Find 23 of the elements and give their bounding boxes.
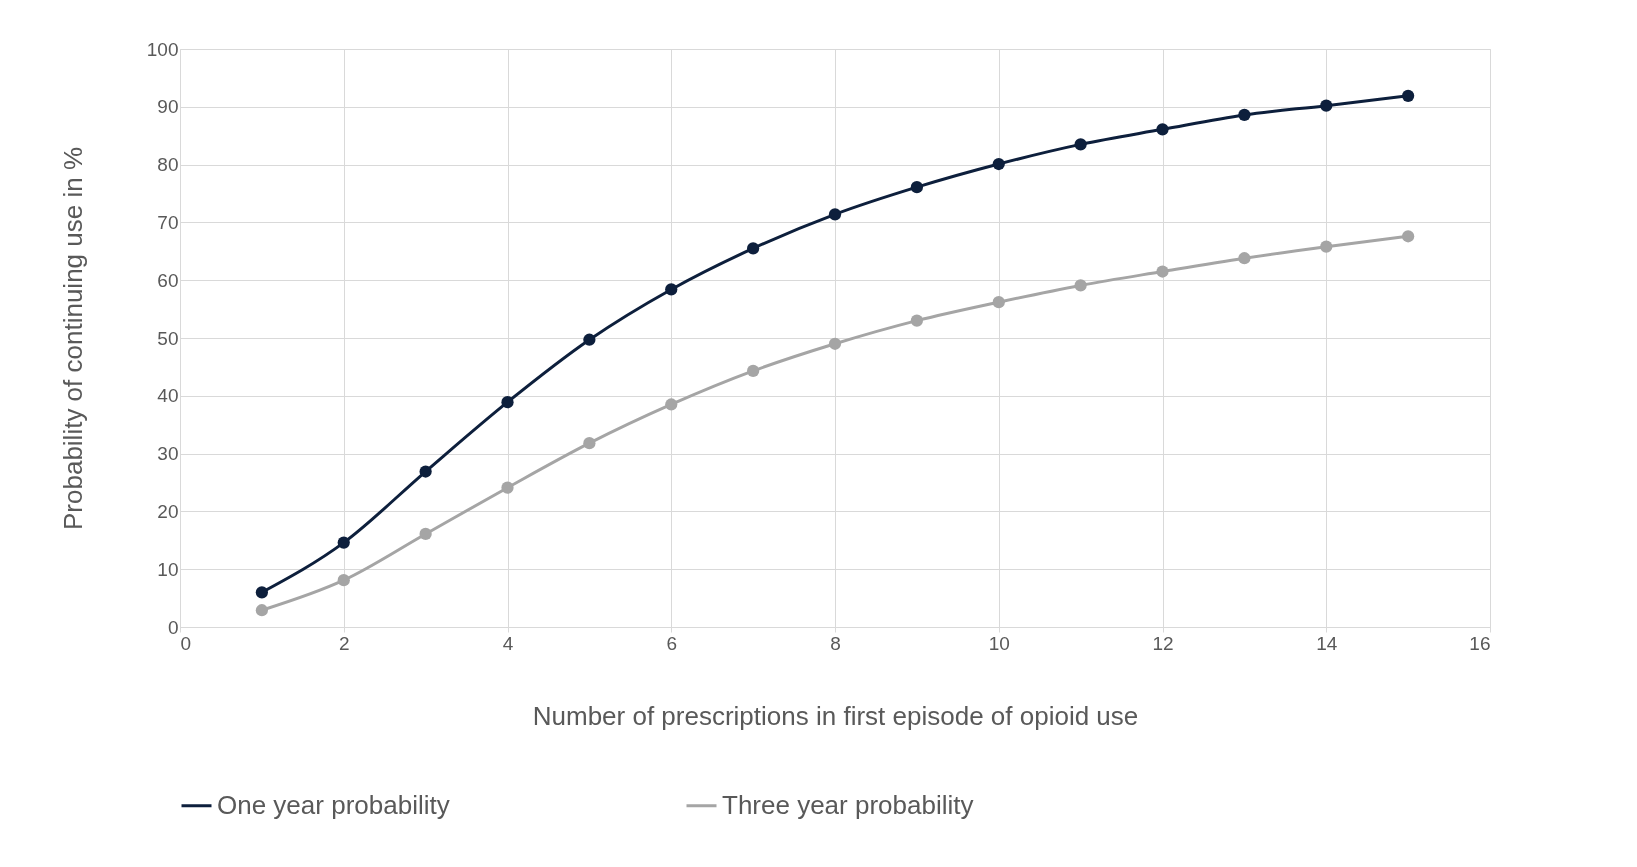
y-tick-label: 30 — [157, 443, 179, 465]
y-tick-label: 50 — [157, 327, 179, 349]
y-tick-label: 60 — [157, 269, 179, 291]
y-tick-label: 70 — [157, 211, 179, 233]
y-axis-title: Probability of continuing use in % — [57, 146, 88, 531]
x-tick-label: 10 — [988, 632, 1010, 654]
y-tick-label: 20 — [157, 500, 179, 522]
legend-label: Three year probability — [722, 789, 974, 820]
y-tick-label: 10 — [157, 558, 179, 580]
legend-label: One year probability — [217, 789, 450, 820]
y-tick-label: 40 — [157, 385, 179, 407]
y-tick-label: 100 — [146, 38, 179, 60]
x-tick-label: 4 — [502, 632, 514, 654]
x-tick-label: 12 — [1152, 632, 1174, 654]
x-axis-title: Number of prescriptions in first episode of opioid use — [532, 700, 1139, 731]
x-tick-label: 2 — [338, 632, 350, 654]
x-tick-label: 16 — [1469, 632, 1491, 654]
y-tick-label: 0 — [167, 616, 179, 638]
y-tick-label: 80 — [157, 154, 179, 176]
y-tick-label: 90 — [157, 96, 179, 118]
x-tick-label: 14 — [1316, 632, 1338, 654]
x-tick-label: 6 — [666, 632, 678, 654]
x-tick-label: 8 — [830, 632, 841, 654]
